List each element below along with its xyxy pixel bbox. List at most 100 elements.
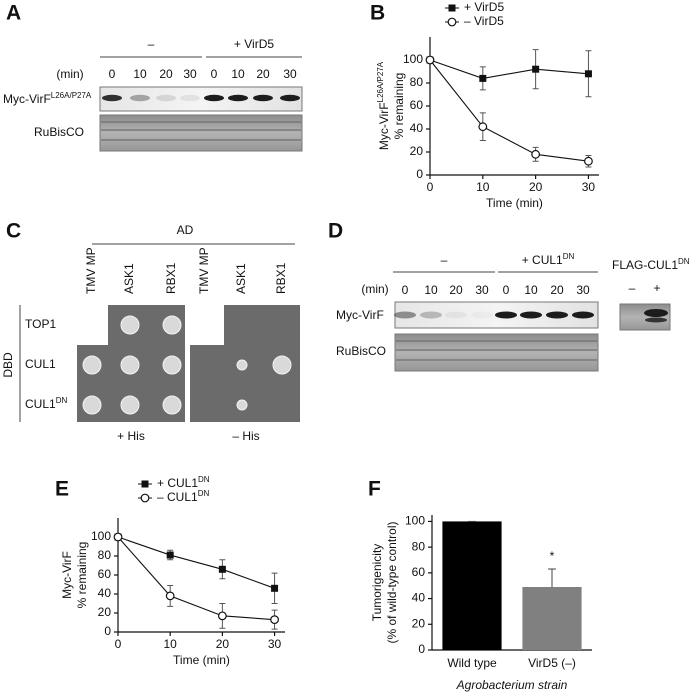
legend-label-sup: DN (198, 489, 210, 498)
colony (120, 395, 140, 415)
y-tick-label: 80 (410, 75, 424, 89)
row-label: Myc-VirFL26A/P27A (3, 91, 92, 107)
point (425, 55, 435, 65)
row-label: RuBisCO (336, 344, 386, 358)
series-line (117, 536, 275, 621)
x-tick-label: 20 (529, 180, 543, 194)
group-label: + VirD5 (234, 37, 274, 51)
y-tick-label: 0 (416, 167, 423, 181)
band (280, 94, 300, 102)
y-tick-label: 0 (104, 624, 111, 638)
y-tick-label: 20 (412, 616, 426, 630)
time-label: 20 (550, 283, 564, 297)
time-label: 0 (503, 283, 510, 297)
y-tick-label: 20 (410, 144, 424, 158)
y-axis-label-sup: L26A/P27A (376, 61, 385, 102)
row-label-main: CUL1 (25, 397, 56, 411)
x-tick-label: 10 (476, 180, 490, 194)
flag-label-main: FLAG-CUL1 (612, 258, 678, 272)
panel-label: C (6, 220, 21, 243)
group-label-main: – (441, 253, 448, 267)
band (644, 309, 668, 317)
panel-label: B (370, 2, 385, 25)
flag-lane: – (629, 281, 636, 295)
point (270, 615, 279, 625)
y-tick-label: 40 (98, 586, 112, 600)
y-tick-label: 100 (91, 529, 111, 543)
time-label: 20 (449, 283, 463, 297)
group-label: – (441, 253, 448, 267)
dbd-label: DBD (1, 352, 15, 378)
time-label: 10 (524, 283, 538, 297)
flag-lane: + (653, 281, 660, 295)
colony (82, 355, 102, 375)
y-tick-label: 80 (98, 548, 112, 562)
legend-label: + VirD5 (464, 0, 504, 14)
point (218, 565, 226, 573)
time-label: 30 (183, 67, 197, 81)
legend-label: + CUL1DN (157, 475, 210, 491)
x-axis-label: Agrobacterium strain (456, 678, 568, 692)
point (271, 584, 279, 592)
x-tick-label: 10 (164, 637, 178, 651)
y-axis-label: Myc-VirF (60, 551, 74, 599)
panel-label: A (6, 2, 21, 25)
band (572, 311, 594, 319)
blot (99, 114, 303, 152)
panel-label: F (368, 478, 381, 501)
point (113, 532, 123, 542)
y-tick-label: 40 (410, 121, 424, 135)
x-tick-label: Wild type (447, 656, 497, 670)
point (166, 551, 174, 559)
legend-label-sup: DN (198, 475, 210, 484)
bar (442, 521, 502, 650)
time-label: 30 (576, 283, 590, 297)
time-label: 0 (211, 67, 218, 81)
x-tick-label: 20 (216, 637, 230, 651)
y-tick-label: 100 (403, 52, 423, 66)
group-label-sup: DN (563, 252, 575, 261)
x-tick-label: 30 (268, 637, 282, 651)
flag-label: FLAG-CUL1DN (612, 257, 690, 273)
band (180, 94, 200, 102)
y-axis-label: % remaining (392, 73, 406, 140)
time-label: 30 (283, 67, 297, 81)
point (584, 156, 593, 166)
column-label: TMV MP (197, 247, 211, 294)
band (156, 94, 176, 102)
band (520, 311, 542, 319)
legend-marker (141, 480, 149, 488)
annotation: * (550, 549, 555, 563)
band (546, 311, 568, 319)
column-label: RBX1 (274, 262, 288, 294)
point (584, 70, 592, 78)
time-label: 0 (402, 283, 409, 297)
legend-marker (447, 17, 457, 27)
series-line (429, 59, 589, 79)
colony (120, 315, 140, 335)
band (394, 311, 416, 319)
x-tick-label: 0 (115, 637, 122, 651)
colony (162, 315, 182, 335)
row-label-main: TOP1 (25, 317, 56, 331)
y-axis-label-main: Tumorigenicity (370, 544, 384, 622)
y-tick-label: 60 (410, 98, 424, 112)
colony (272, 355, 292, 375)
time-label: 10 (231, 67, 245, 81)
y-axis-label: Tumorigenicity (370, 544, 384, 622)
column-label: TMV MP (84, 247, 98, 294)
condition-label: + His (117, 429, 145, 443)
column-label: ASK1 (234, 263, 248, 294)
colony (120, 355, 140, 375)
point (478, 122, 488, 132)
row-label: Myc-VirF (336, 308, 384, 322)
x-axis-label: Time (min) (486, 196, 543, 210)
band (420, 311, 442, 319)
band (253, 94, 273, 102)
legend-label-main: – VirD5 (464, 14, 504, 28)
x-tick-label: VirD5 (–) (528, 656, 576, 670)
legend-label-main: + VirD5 (464, 0, 504, 14)
bar (522, 587, 582, 650)
